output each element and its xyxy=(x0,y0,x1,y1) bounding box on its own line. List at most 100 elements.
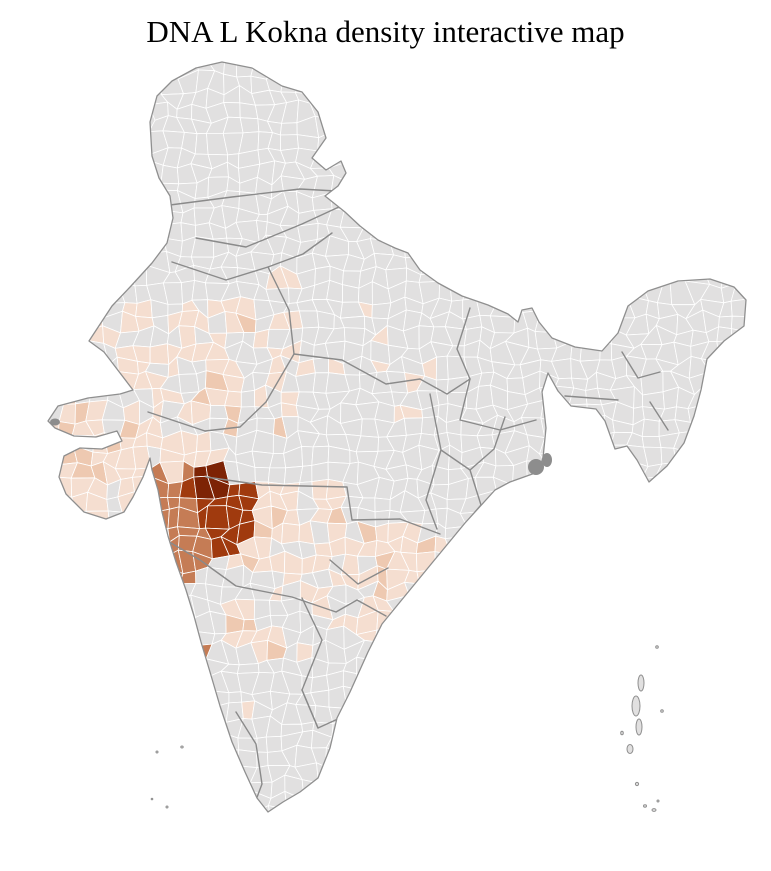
district-cell[interactable] xyxy=(435,378,449,393)
district-cell[interactable] xyxy=(301,446,314,467)
district-cell[interactable] xyxy=(194,132,209,155)
district-cell[interactable] xyxy=(519,300,543,313)
district-cell[interactable] xyxy=(162,222,183,242)
island[interactable] xyxy=(620,730,624,736)
district-cell[interactable] xyxy=(149,237,167,254)
district-cell[interactable] xyxy=(418,272,441,283)
district-cell[interactable] xyxy=(731,328,754,349)
district-cell[interactable] xyxy=(641,418,660,437)
district-cell[interactable] xyxy=(356,656,380,675)
district-cell[interactable] xyxy=(374,523,389,544)
district-cell[interactable] xyxy=(178,373,200,394)
district-cell[interactable] xyxy=(102,282,126,304)
district-cell[interactable] xyxy=(511,479,528,499)
island[interactable] xyxy=(655,645,659,649)
district-cell[interactable] xyxy=(374,497,391,513)
island[interactable] xyxy=(634,781,640,787)
district-cell[interactable] xyxy=(301,779,319,801)
district-cell[interactable] xyxy=(342,685,365,709)
island[interactable] xyxy=(656,799,660,803)
district-cell[interactable] xyxy=(85,510,110,524)
district-mesh[interactable] xyxy=(45,58,755,825)
district-cell[interactable] xyxy=(227,483,241,498)
island[interactable] xyxy=(165,805,169,809)
district-cell[interactable] xyxy=(256,736,268,753)
district-cell[interactable] xyxy=(88,325,105,344)
district-cell[interactable] xyxy=(326,279,343,303)
island[interactable] xyxy=(155,750,159,754)
district-cell[interactable] xyxy=(673,447,689,469)
andaman-nicobar-islands[interactable] xyxy=(620,645,664,812)
district-cell[interactable] xyxy=(240,389,256,408)
lakshadweep-islands[interactable] xyxy=(150,745,184,809)
district-cell[interactable] xyxy=(207,702,230,723)
district-cell[interactable] xyxy=(403,240,425,259)
district-cell[interactable] xyxy=(131,467,152,478)
district-cell[interactable] xyxy=(311,461,329,483)
district-cell[interactable] xyxy=(311,478,329,500)
district-cell[interactable] xyxy=(716,339,740,363)
district-cell[interactable] xyxy=(236,663,260,674)
district-cell[interactable] xyxy=(196,430,212,453)
district-cell[interactable] xyxy=(254,466,271,483)
district-cell[interactable] xyxy=(316,762,328,786)
district-cell[interactable] xyxy=(625,280,649,302)
district-cell[interactable] xyxy=(312,357,330,374)
district-cell[interactable] xyxy=(730,281,749,302)
district-cell[interactable] xyxy=(403,417,424,436)
district-cell[interactable] xyxy=(716,326,733,343)
island[interactable] xyxy=(637,674,645,692)
island[interactable] xyxy=(631,695,641,717)
district-cell[interactable] xyxy=(180,430,198,456)
district-cell[interactable] xyxy=(339,315,366,329)
district-cell[interactable] xyxy=(117,268,136,287)
district-cell[interactable] xyxy=(267,805,288,825)
district-cell[interactable] xyxy=(446,376,469,394)
island[interactable] xyxy=(635,718,643,736)
district-cell[interactable] xyxy=(279,122,298,136)
district-cell[interactable] xyxy=(641,435,662,448)
island[interactable] xyxy=(651,808,657,812)
district-cell[interactable] xyxy=(267,467,287,485)
district-cell[interactable] xyxy=(444,535,469,556)
district-cell[interactable] xyxy=(265,736,283,753)
district-cell[interactable] xyxy=(89,387,109,403)
district-cell[interactable] xyxy=(730,298,750,318)
district-cell[interactable] xyxy=(342,670,358,690)
district-cell[interactable] xyxy=(316,310,335,330)
district-cell[interactable] xyxy=(369,238,395,256)
district-cell[interactable] xyxy=(204,505,230,530)
district-cell[interactable] xyxy=(149,343,170,365)
district-cell[interactable] xyxy=(489,300,516,318)
island[interactable] xyxy=(150,797,154,801)
district-cell[interactable] xyxy=(191,630,216,646)
district-cell[interactable] xyxy=(193,465,208,478)
island[interactable] xyxy=(180,745,184,749)
district-cell[interactable] xyxy=(228,691,243,704)
island[interactable] xyxy=(643,804,647,808)
district-cell[interactable] xyxy=(295,372,316,393)
district-cell[interactable] xyxy=(435,355,449,381)
district-cell[interactable] xyxy=(281,522,301,545)
district-cell[interactable] xyxy=(489,315,516,334)
district-cell[interactable] xyxy=(177,526,200,537)
district-cell[interactable] xyxy=(434,551,452,572)
district-cell[interactable] xyxy=(690,421,706,438)
district-cell[interactable] xyxy=(236,782,251,793)
district-cell[interactable] xyxy=(315,782,330,800)
india-landmass[interactable] xyxy=(45,58,755,825)
district-cell[interactable] xyxy=(160,164,180,185)
district-cell[interactable] xyxy=(310,674,330,694)
island[interactable] xyxy=(626,744,634,754)
district-cell[interactable] xyxy=(534,331,558,350)
district-cell[interactable] xyxy=(330,175,350,200)
district-cell[interactable] xyxy=(207,716,227,737)
district-cell[interactable] xyxy=(342,284,360,303)
district-cell[interactable] xyxy=(658,271,672,286)
district-cell[interactable] xyxy=(669,266,691,283)
district-cell[interactable] xyxy=(239,117,260,134)
district-cell[interactable] xyxy=(298,310,320,329)
island[interactable] xyxy=(660,709,664,713)
